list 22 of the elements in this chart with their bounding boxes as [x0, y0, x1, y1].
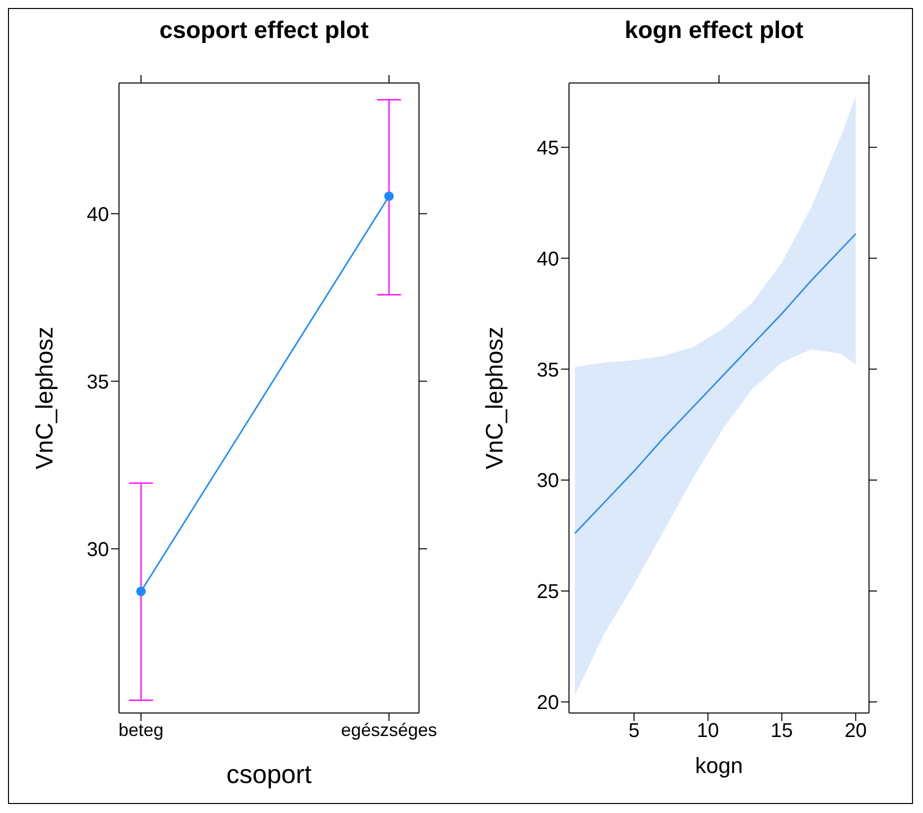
chart-title: kogn effect plot	[624, 16, 804, 46]
y-tick-label: 40	[86, 204, 109, 226]
chart-title: csoport effect plot	[158, 16, 370, 46]
y-tick-label: 25	[536, 581, 559, 604]
x-tick-label: beteg	[118, 720, 164, 740]
y-tick-label: 20	[536, 692, 559, 714]
y-tick-label: 45	[536, 137, 559, 160]
y-axis-title: VnC_lephosz	[482, 326, 509, 470]
x-axis-title: csoport	[226, 759, 312, 789]
x-axis-title: kogn	[695, 753, 743, 778]
y-tick-label: 30	[86, 538, 109, 561]
y-tick-label: 30	[536, 470, 559, 492]
line-series	[574, 233, 856, 534]
y-tick-label: 35	[536, 359, 559, 382]
x-tick-label: 20	[844, 720, 867, 742]
y-tick-label: 35	[86, 371, 109, 394]
y-tick-label: 40	[536, 248, 559, 270]
y-axis-title: VnC_lephosz	[32, 326, 59, 470]
x-tick-label: 15	[770, 720, 793, 742]
x-tick-label: 10	[696, 720, 720, 742]
x-tick-label: egészséges	[340, 720, 438, 740]
x-tick-label: 5	[628, 720, 640, 742]
